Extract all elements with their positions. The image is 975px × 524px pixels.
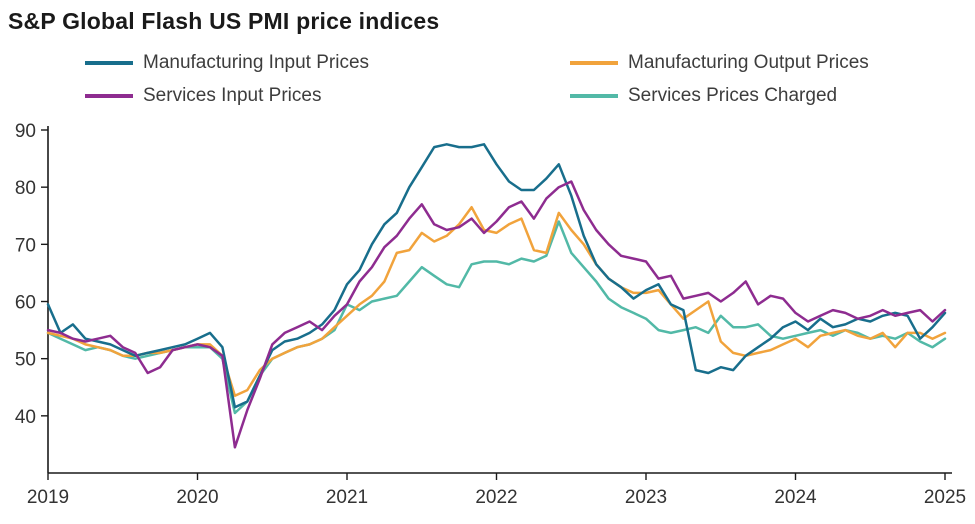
axes: 40 50 60 70 80 90 2019 2020 2021 2022 2023 2024 2025 [15,121,966,508]
x-tick-label: 2024 [774,487,817,508]
legend-swatch-manufacturing-input-prices [85,60,133,65]
x-tick-label: 2023 [625,487,667,508]
x-tick-label: 2025 [924,487,966,508]
legend-label: Manufacturing Input Prices [143,51,370,73]
y-tick-label: 70 [15,235,36,256]
y-tick-label: 50 [15,349,36,370]
legend-swatch-services-prices-charged [570,93,618,98]
x-tick-label: 2022 [475,487,517,508]
series-line-manufacturing-output-prices [46,205,947,397]
legend-item-manufacturing-input-prices: Manufacturing Input Prices [85,52,570,74]
y-tick-label: 80 [15,178,36,199]
legend-item-services-prices-charged: Services Prices Charged [570,85,975,107]
y-tick-label: 90 [15,121,36,142]
series-line-manufacturing-input-prices [46,142,947,409]
legend: Manufacturing Input Prices Manufacturing … [0,52,975,107]
series-line-services-prices-charged [46,219,947,414]
legend-item-services-input-prices: Services Input Prices [85,85,570,107]
legend-swatch-manufacturing-output-prices [570,60,618,65]
page-title: S&P Global Flash US PMI price indices [8,8,440,34]
series-lines [46,142,947,449]
legend-label: Manufacturing Output Prices [628,51,869,73]
x-tick-label: 2021 [326,487,368,508]
legend-swatch-services-input-prices [85,93,133,98]
x-tick-label: 2020 [176,487,218,508]
legend-item-manufacturing-output-prices: Manufacturing Output Prices [570,52,975,74]
series-line-services-input-prices [46,179,947,449]
legend-label: Services Input Prices [143,84,322,106]
y-tick-label: 60 [15,292,36,313]
legend-label: Services Prices Charged [628,84,838,106]
x-tick-label: 2019 [27,487,69,508]
pmi-line-chart: 40 50 60 70 80 90 2019 2020 2021 2022 2023 2024 2025 [15,121,966,508]
y-tick-label: 40 [15,406,36,427]
